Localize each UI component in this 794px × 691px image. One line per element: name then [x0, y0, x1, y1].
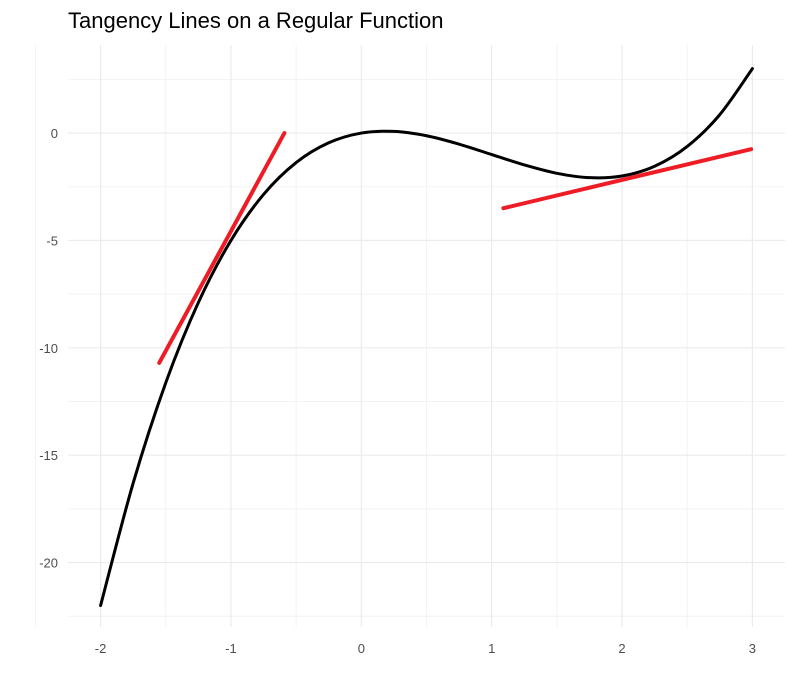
y-tick-label: -10 — [39, 341, 58, 356]
series-layer — [99, 67, 754, 608]
y-tick-label: -15 — [39, 448, 58, 463]
y-tick-label: -5 — [46, 233, 58, 248]
tangent-line — [501, 147, 754, 211]
x-tick-label: 3 — [749, 641, 756, 656]
chart-title: Tangency Lines on a Regular Function — [68, 8, 443, 33]
x-tick-label: -1 — [225, 641, 237, 656]
tangent-line — [157, 131, 287, 365]
y-tick-label: -20 — [39, 556, 58, 571]
y-tick-label: 0 — [51, 126, 58, 141]
x-tick-label: 2 — [618, 641, 625, 656]
x-tick-label: -2 — [95, 641, 107, 656]
function-curve — [99, 67, 754, 608]
tick-labels: -2 -1 0 1 2 30-5-10-15-20 — [39, 126, 756, 656]
x-tick-label: 1 — [488, 641, 495, 656]
x-tick-label: 0 — [358, 641, 365, 656]
grid — [34, 45, 785, 627]
